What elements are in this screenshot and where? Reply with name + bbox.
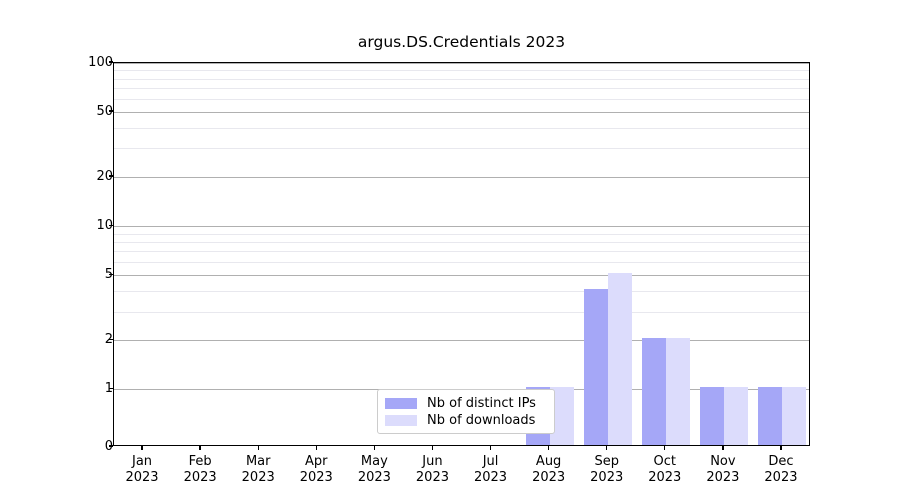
y-axis-tick-label: 1 bbox=[69, 382, 113, 395]
gridline-minor bbox=[114, 70, 809, 72]
x-axis-tick-label: Apr 2023 bbox=[299, 454, 333, 485]
y-axis-tick-mark bbox=[109, 224, 113, 226]
x-axis-tick-label: Oct 2023 bbox=[648, 454, 682, 485]
x-axis-tick-mark bbox=[664, 446, 666, 450]
x-axis: Jan 2023 Feb 2023 Mar 2023 Apr 2023 May 2023 Jun 20… bbox=[113, 446, 810, 496]
gridline-minor bbox=[114, 148, 809, 150]
x-axis-tick-label: Nov 2023 bbox=[706, 454, 740, 485]
y-axis-tick-label: 20 bbox=[96, 168, 113, 184]
bar-downloads-dec bbox=[781, 387, 807, 445]
x-axis-tick-label: Dec 2023 bbox=[764, 454, 798, 485]
x-axis-tick-label: Aug 2023 bbox=[532, 454, 566, 485]
gridline-major bbox=[114, 226, 809, 228]
gridline-major bbox=[114, 275, 809, 277]
legend-label-ips: Nb of distinct IPs bbox=[427, 396, 536, 411]
gridline-major bbox=[114, 63, 809, 64]
page-title: argus.DS.Credentials 2023 bbox=[357, 33, 566, 51]
bar-downloads-nov bbox=[723, 387, 748, 445]
legend-label-downloads: Nb of downloads bbox=[427, 413, 536, 428]
x-axis-tick-mark bbox=[315, 446, 317, 450]
gridline-major bbox=[114, 340, 809, 342]
gridline-minor bbox=[114, 311, 809, 313]
y-axis-tick-mark bbox=[109, 175, 113, 177]
x-axis-tick-mark bbox=[489, 446, 492, 450]
y-axis-tick-label: 0 bbox=[69, 440, 113, 453]
x-axis-tick-mark bbox=[547, 446, 550, 450]
bar-ips-nov bbox=[699, 387, 724, 445]
y-axis-tick-label: 100 bbox=[88, 54, 113, 70]
chart-legend: Nb of distinct IPs Nb of downloads bbox=[377, 389, 555, 434]
x-axis-tick-mark bbox=[373, 446, 376, 450]
gridline-minor bbox=[114, 127, 809, 129]
x-axis-tick-mark bbox=[199, 446, 201, 450]
x-axis-tick-label: Sep 2023 bbox=[590, 454, 624, 485]
x-axis-tick-mark bbox=[606, 446, 608, 450]
x-axis-tick-label: Jul 2023 bbox=[473, 454, 508, 485]
gridline-minor bbox=[114, 242, 809, 244]
y-axis-tick-label: 5 bbox=[69, 268, 113, 281]
legend-swatch-icon-downloads bbox=[385, 415, 417, 426]
y-axis-tick-label: 10 bbox=[96, 217, 113, 233]
gridline-minor bbox=[114, 99, 809, 101]
y-axis-tick-mark bbox=[109, 387, 113, 390]
y-axis-tick-label: 2 bbox=[69, 333, 113, 346]
x-axis-tick-mark bbox=[431, 446, 434, 450]
gridline-minor bbox=[114, 88, 809, 90]
y-axis-tick-mark bbox=[109, 338, 113, 340]
y-axis-tick-mark bbox=[109, 61, 113, 63]
y-axis: 0 1 2 5 10 20 50 100 bbox=[60, 56, 113, 453]
bar-ips-sep bbox=[583, 289, 608, 445]
bar-ips-oct bbox=[641, 338, 666, 445]
x-axis-tick-mark bbox=[780, 446, 782, 450]
bar-downloads-sep bbox=[607, 273, 632, 445]
bar-ips-dec bbox=[757, 387, 782, 445]
y-axis-tick-label: 50 bbox=[96, 103, 113, 119]
gridline-minor bbox=[114, 291, 809, 293]
x-axis-tick-label: Mar 2023 bbox=[241, 454, 275, 485]
x-axis-tick-label: Jan 2023 bbox=[125, 454, 159, 485]
legend-swatch-icon-ips bbox=[385, 398, 417, 409]
x-axis-tick-mark bbox=[141, 446, 143, 450]
gridline-minor bbox=[114, 262, 809, 264]
legend-item-downloads: Nb of downloads bbox=[385, 412, 547, 429]
x-axis-tick-mark bbox=[257, 446, 259, 450]
x-axis-tick-label: Feb 2023 bbox=[183, 454, 217, 485]
bar-downloads-oct bbox=[665, 338, 690, 445]
gridline-major bbox=[114, 112, 809, 114]
gridline-minor bbox=[114, 78, 809, 80]
x-axis-tick-label: May 2023 bbox=[357, 454, 391, 485]
y-axis-tick-mark bbox=[109, 445, 113, 447]
legend-item-ips: Nb of distinct IPs bbox=[385, 395, 547, 412]
y-axis-tick-mark bbox=[109, 110, 113, 112]
plot-inner bbox=[114, 63, 809, 445]
gridline-major bbox=[114, 177, 809, 179]
x-axis-tick-mark bbox=[722, 446, 724, 450]
gridline-minor bbox=[114, 251, 809, 253]
y-axis-tick-mark bbox=[109, 273, 113, 275]
gridline-minor bbox=[114, 233, 809, 235]
x-axis-tick-label: Jun 2023 bbox=[415, 454, 449, 485]
